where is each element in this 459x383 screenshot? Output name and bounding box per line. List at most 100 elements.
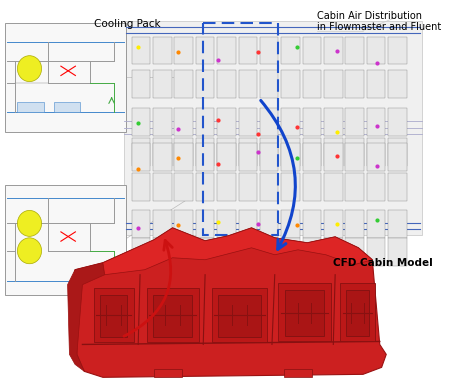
Bar: [280, 173, 299, 201]
Bar: [302, 36, 320, 64]
Bar: [153, 108, 171, 136]
Circle shape: [17, 238, 41, 264]
Bar: [345, 210, 363, 238]
Bar: [387, 138, 406, 166]
Bar: [217, 108, 235, 136]
Bar: [17, 101, 44, 113]
Polygon shape: [346, 290, 368, 337]
Bar: [131, 210, 150, 238]
Bar: [366, 210, 385, 238]
Bar: [131, 173, 150, 201]
Bar: [259, 70, 278, 98]
Circle shape: [17, 56, 41, 82]
Bar: [196, 138, 214, 166]
Bar: [387, 143, 406, 171]
Bar: [302, 210, 320, 238]
Bar: [280, 210, 299, 238]
Bar: [366, 143, 385, 171]
Bar: [217, 210, 235, 238]
Bar: [280, 143, 299, 171]
Bar: [345, 143, 363, 171]
Bar: [387, 173, 406, 201]
Bar: [217, 173, 235, 201]
Bar: [238, 143, 257, 171]
Bar: [387, 70, 406, 98]
Bar: [131, 238, 150, 266]
Bar: [238, 108, 257, 136]
Bar: [131, 36, 150, 64]
Bar: [280, 70, 299, 98]
Bar: [302, 173, 320, 201]
Bar: [196, 108, 214, 136]
Bar: [387, 238, 406, 266]
Bar: [217, 143, 235, 171]
Bar: [323, 238, 342, 266]
Bar: [238, 138, 257, 166]
Bar: [345, 108, 363, 136]
Polygon shape: [103, 228, 371, 275]
Bar: [153, 143, 171, 171]
Bar: [153, 36, 171, 64]
Text: Cooling Pack: Cooling Pack: [93, 19, 160, 29]
Bar: [259, 108, 278, 136]
Bar: [6, 23, 126, 132]
Bar: [345, 238, 363, 266]
Bar: [302, 138, 320, 166]
Polygon shape: [211, 288, 267, 342]
Bar: [366, 238, 385, 266]
Polygon shape: [153, 295, 192, 337]
Bar: [259, 138, 278, 166]
Bar: [280, 108, 299, 136]
Bar: [366, 36, 385, 64]
Polygon shape: [339, 283, 374, 342]
Polygon shape: [67, 263, 105, 372]
Bar: [217, 70, 235, 98]
Bar: [174, 173, 193, 201]
Bar: [345, 173, 363, 201]
Bar: [174, 238, 193, 266]
Bar: [345, 36, 363, 64]
Bar: [387, 36, 406, 64]
Bar: [366, 70, 385, 98]
Polygon shape: [100, 295, 127, 337]
Bar: [345, 70, 363, 98]
Bar: [217, 138, 235, 166]
Bar: [366, 138, 385, 166]
Polygon shape: [146, 288, 198, 342]
Bar: [280, 238, 299, 266]
Bar: [302, 70, 320, 98]
Bar: [302, 143, 320, 171]
Bar: [174, 143, 193, 171]
Bar: [54, 101, 80, 113]
Bar: [238, 238, 257, 266]
Polygon shape: [93, 288, 133, 342]
Bar: [196, 143, 214, 171]
Bar: [323, 108, 342, 136]
Bar: [153, 138, 171, 166]
Bar: [174, 138, 193, 166]
Bar: [196, 238, 214, 266]
Bar: [323, 210, 342, 238]
Text: Cabin Air Distribution
in Flowmaster and Fluent: Cabin Air Distribution in Flowmaster and…: [316, 11, 440, 32]
Bar: [259, 173, 278, 201]
Bar: [259, 143, 278, 171]
Bar: [174, 108, 193, 136]
Bar: [366, 108, 385, 136]
Bar: [345, 138, 363, 166]
Circle shape: [17, 210, 41, 236]
FancyArrowPatch shape: [123, 241, 172, 336]
Bar: [131, 143, 150, 171]
Bar: [196, 210, 214, 238]
Bar: [238, 210, 257, 238]
Bar: [323, 36, 342, 64]
Bar: [259, 36, 278, 64]
Bar: [323, 173, 342, 201]
Bar: [238, 70, 257, 98]
Bar: [153, 70, 171, 98]
Bar: [153, 210, 171, 238]
Bar: [6, 185, 126, 295]
Bar: [387, 210, 406, 238]
Bar: [153, 173, 171, 201]
Bar: [302, 238, 320, 266]
Bar: [196, 173, 214, 201]
